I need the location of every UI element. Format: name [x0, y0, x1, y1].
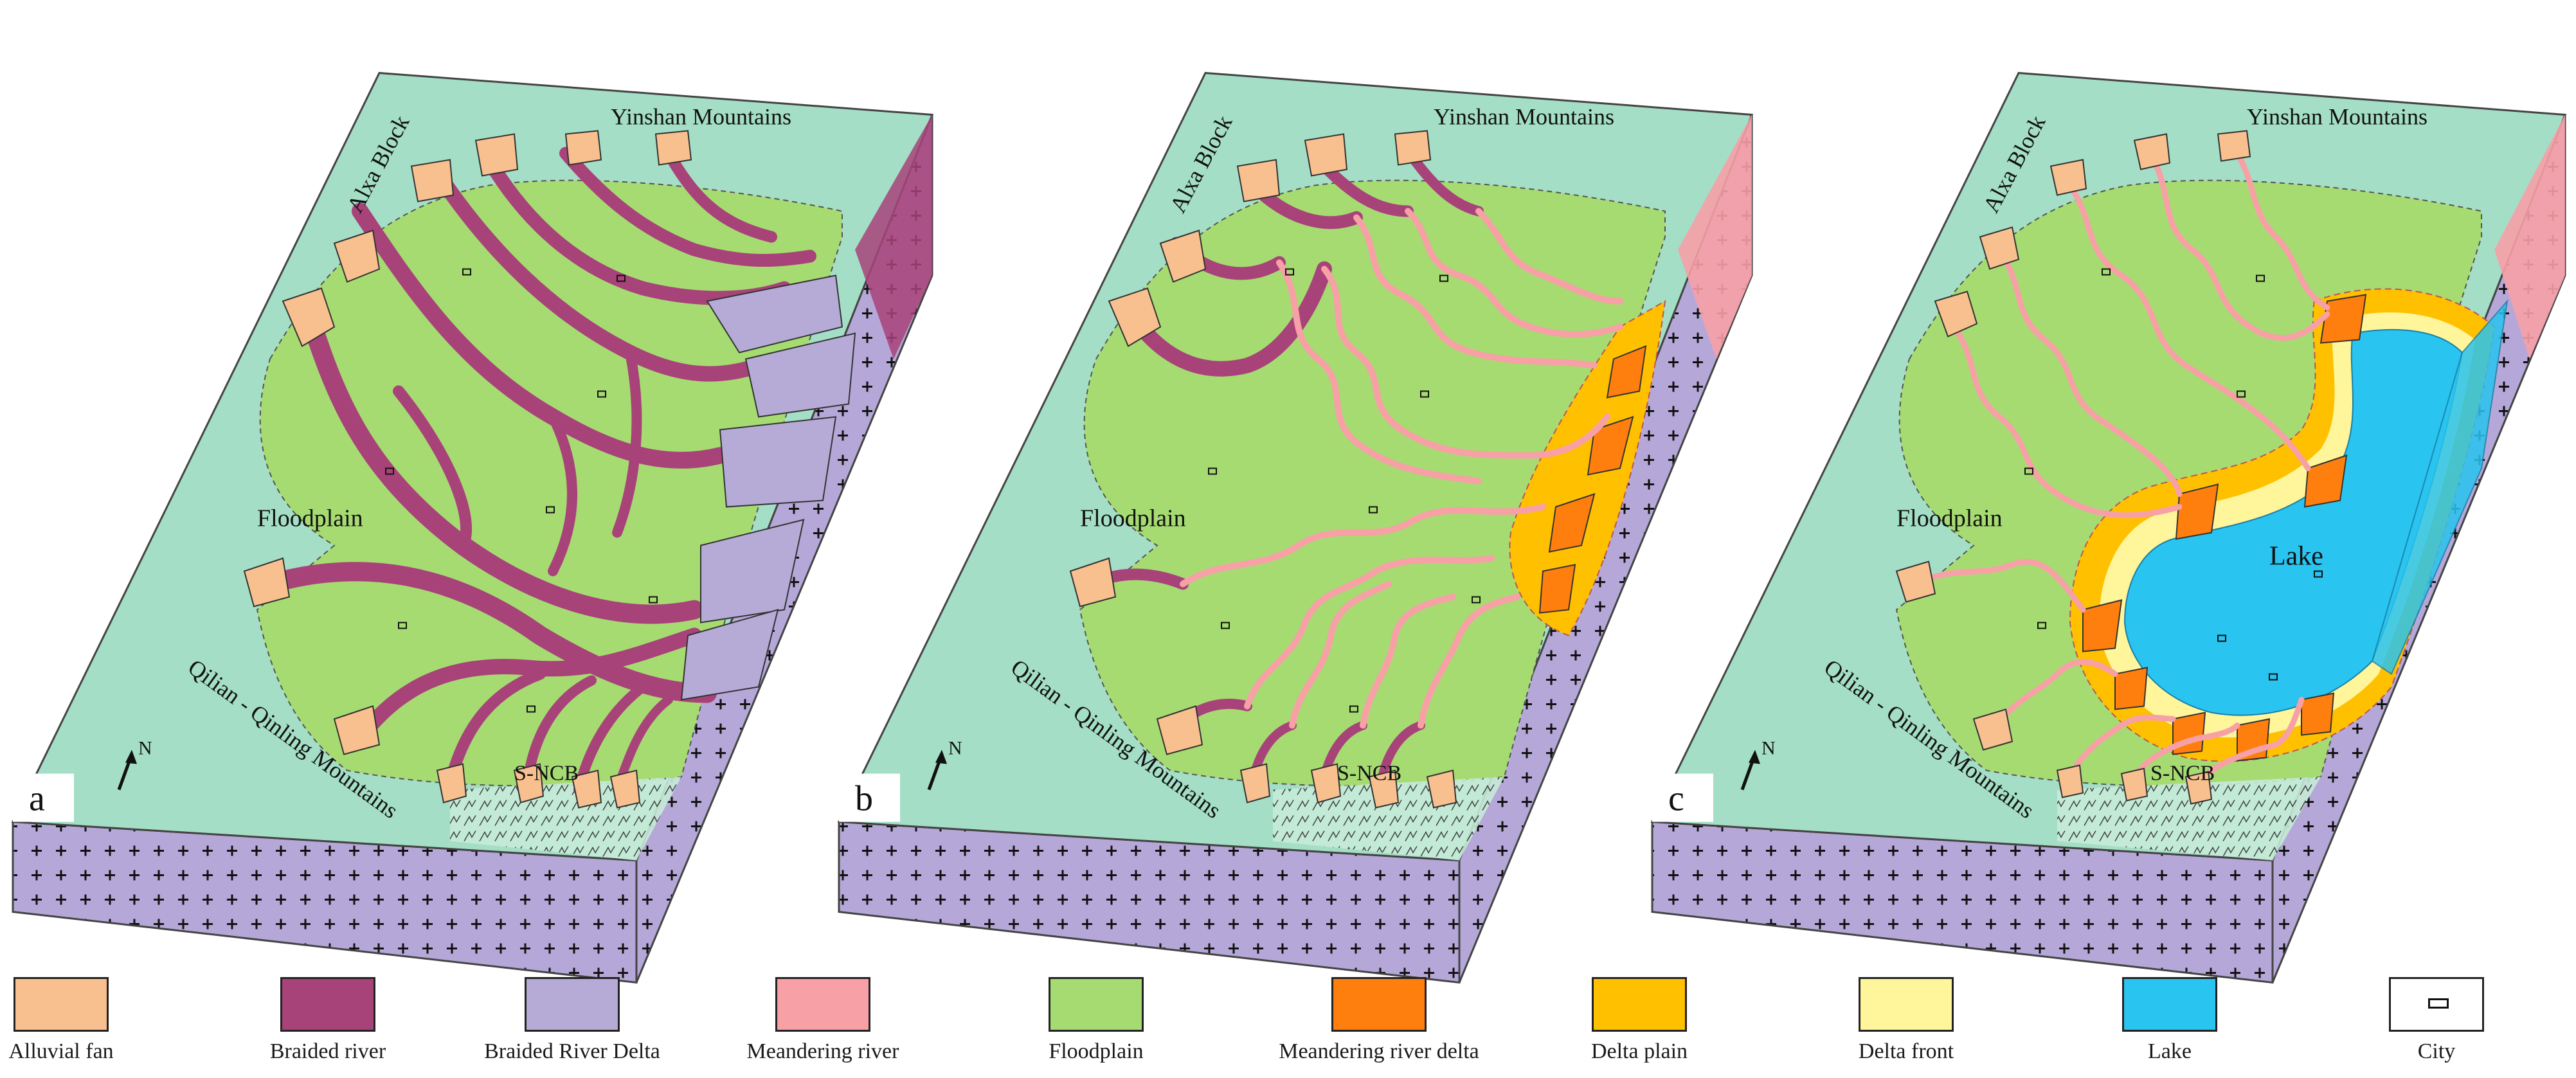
label-sncb: S-NCB — [514, 762, 579, 786]
legend-item-braided-river-delta: Braided River Delta — [469, 977, 675, 1064]
panel-c: Yinshan Mountains Alxa Block Floodplain … — [1650, 71, 2567, 984]
label-sncb: S-NCB — [2150, 762, 2215, 786]
city-icon — [2428, 998, 2449, 1009]
legend-label: Lake — [2148, 1039, 2192, 1063]
side-lake-layer — [2371, 299, 2508, 675]
meandering-deltas — [2082, 294, 2367, 762]
legend-item-braided-river: Braided river — [225, 977, 431, 1064]
alluvial-fans — [1069, 130, 1457, 809]
legend-label: Alluvial fan — [8, 1039, 114, 1063]
legend-swatch — [525, 977, 620, 1032]
north-arrow: N — [117, 738, 152, 791]
legend-swatch — [775, 977, 870, 1032]
legend-swatch — [280, 977, 375, 1032]
side-layers — [1678, 114, 1752, 359]
alluvial-fans — [1895, 130, 2251, 805]
legend-item-meandering-river: Meandering river — [720, 977, 926, 1064]
legend-item-alluvial-fan: Alluvial fan — [0, 977, 164, 1064]
alluvial-fans — [243, 130, 692, 809]
braided-river-network — [260, 147, 816, 795]
legend-item-meandering-river-delta: Meandering river delta — [1276, 977, 1482, 1064]
legend-label: Braided river — [269, 1039, 386, 1063]
panel-a: Yinshan Mountains Alxa Block Floodplain … — [11, 71, 934, 984]
legend-swatch — [1049, 977, 1144, 1032]
legend-swatch — [1331, 977, 1427, 1032]
north-arrow: N — [927, 738, 962, 791]
north-arrow: N — [1740, 738, 1776, 791]
legend-label: Braided River Delta — [484, 1039, 660, 1063]
panel-letter: c — [1668, 779, 1684, 819]
label-yinshan: Yinshan Mountains — [611, 104, 791, 130]
legend-swatch — [2389, 977, 2484, 1032]
meandering-deltas — [1538, 345, 1647, 614]
label-yinshan: Yinshan Mountains — [2247, 104, 2427, 130]
label-yinshan: Yinshan Mountains — [1434, 104, 1614, 130]
label-lake: Lake — [2269, 542, 2323, 571]
legend-item-floodplain: Floodplain — [993, 977, 1199, 1064]
city-markers — [385, 268, 658, 713]
legend-label: City — [2417, 1039, 2456, 1063]
panel-letter-box — [13, 773, 74, 822]
legend: Alluvial fan Braided river Braided River… — [0, 964, 2576, 1078]
city-markers — [2024, 268, 2323, 681]
legend-label: Delta front — [1858, 1039, 1954, 1063]
legend-item-delta-plain: Delta plain — [1536, 977, 1742, 1064]
legend-swatch — [14, 977, 109, 1032]
legend-label: Delta plain — [1590, 1039, 1688, 1063]
floodplain-area — [1079, 179, 1666, 787]
label-floodplain: Floodplain — [257, 505, 363, 532]
braided-river-deltas — [680, 274, 856, 701]
meandering-river-network — [1913, 150, 2330, 786]
side-layers — [855, 114, 932, 359]
panel-letter: b — [855, 779, 873, 819]
city-markers — [1208, 268, 1481, 713]
panel-b: Yinshan Mountains Alxa Block Floodplain … — [837, 71, 1754, 984]
legend-label: Floodplain — [1049, 1039, 1144, 1063]
legend-swatch — [2122, 977, 2217, 1032]
svg-text:N: N — [1761, 738, 1776, 759]
legend-swatch — [1592, 977, 1687, 1032]
panel-letter-box — [1652, 773, 1713, 822]
panel-letter: a — [29, 779, 45, 819]
legend-item-city: City — [2334, 977, 2539, 1064]
legend-label: Meandering river delta — [1279, 1039, 1479, 1063]
label-floodplain: Floodplain — [1080, 505, 1186, 532]
sncb-hatched — [2057, 777, 2321, 861]
legend-swatch — [1859, 977, 1954, 1032]
panel-letter-box — [839, 773, 900, 822]
legend-label: Meandering river — [746, 1039, 899, 1063]
svg-text:N: N — [948, 738, 962, 759]
side-layers — [2494, 114, 2565, 359]
svg-text:N: N — [138, 738, 152, 759]
label-sncb: S-NCB — [1337, 762, 1401, 786]
legend-item-lake: Lake — [2067, 977, 2273, 1064]
legend-item-delta-front: Delta front — [1803, 977, 2009, 1064]
meandering-river-network — [1180, 208, 1623, 729]
label-floodplain: Floodplain — [1896, 505, 2003, 532]
